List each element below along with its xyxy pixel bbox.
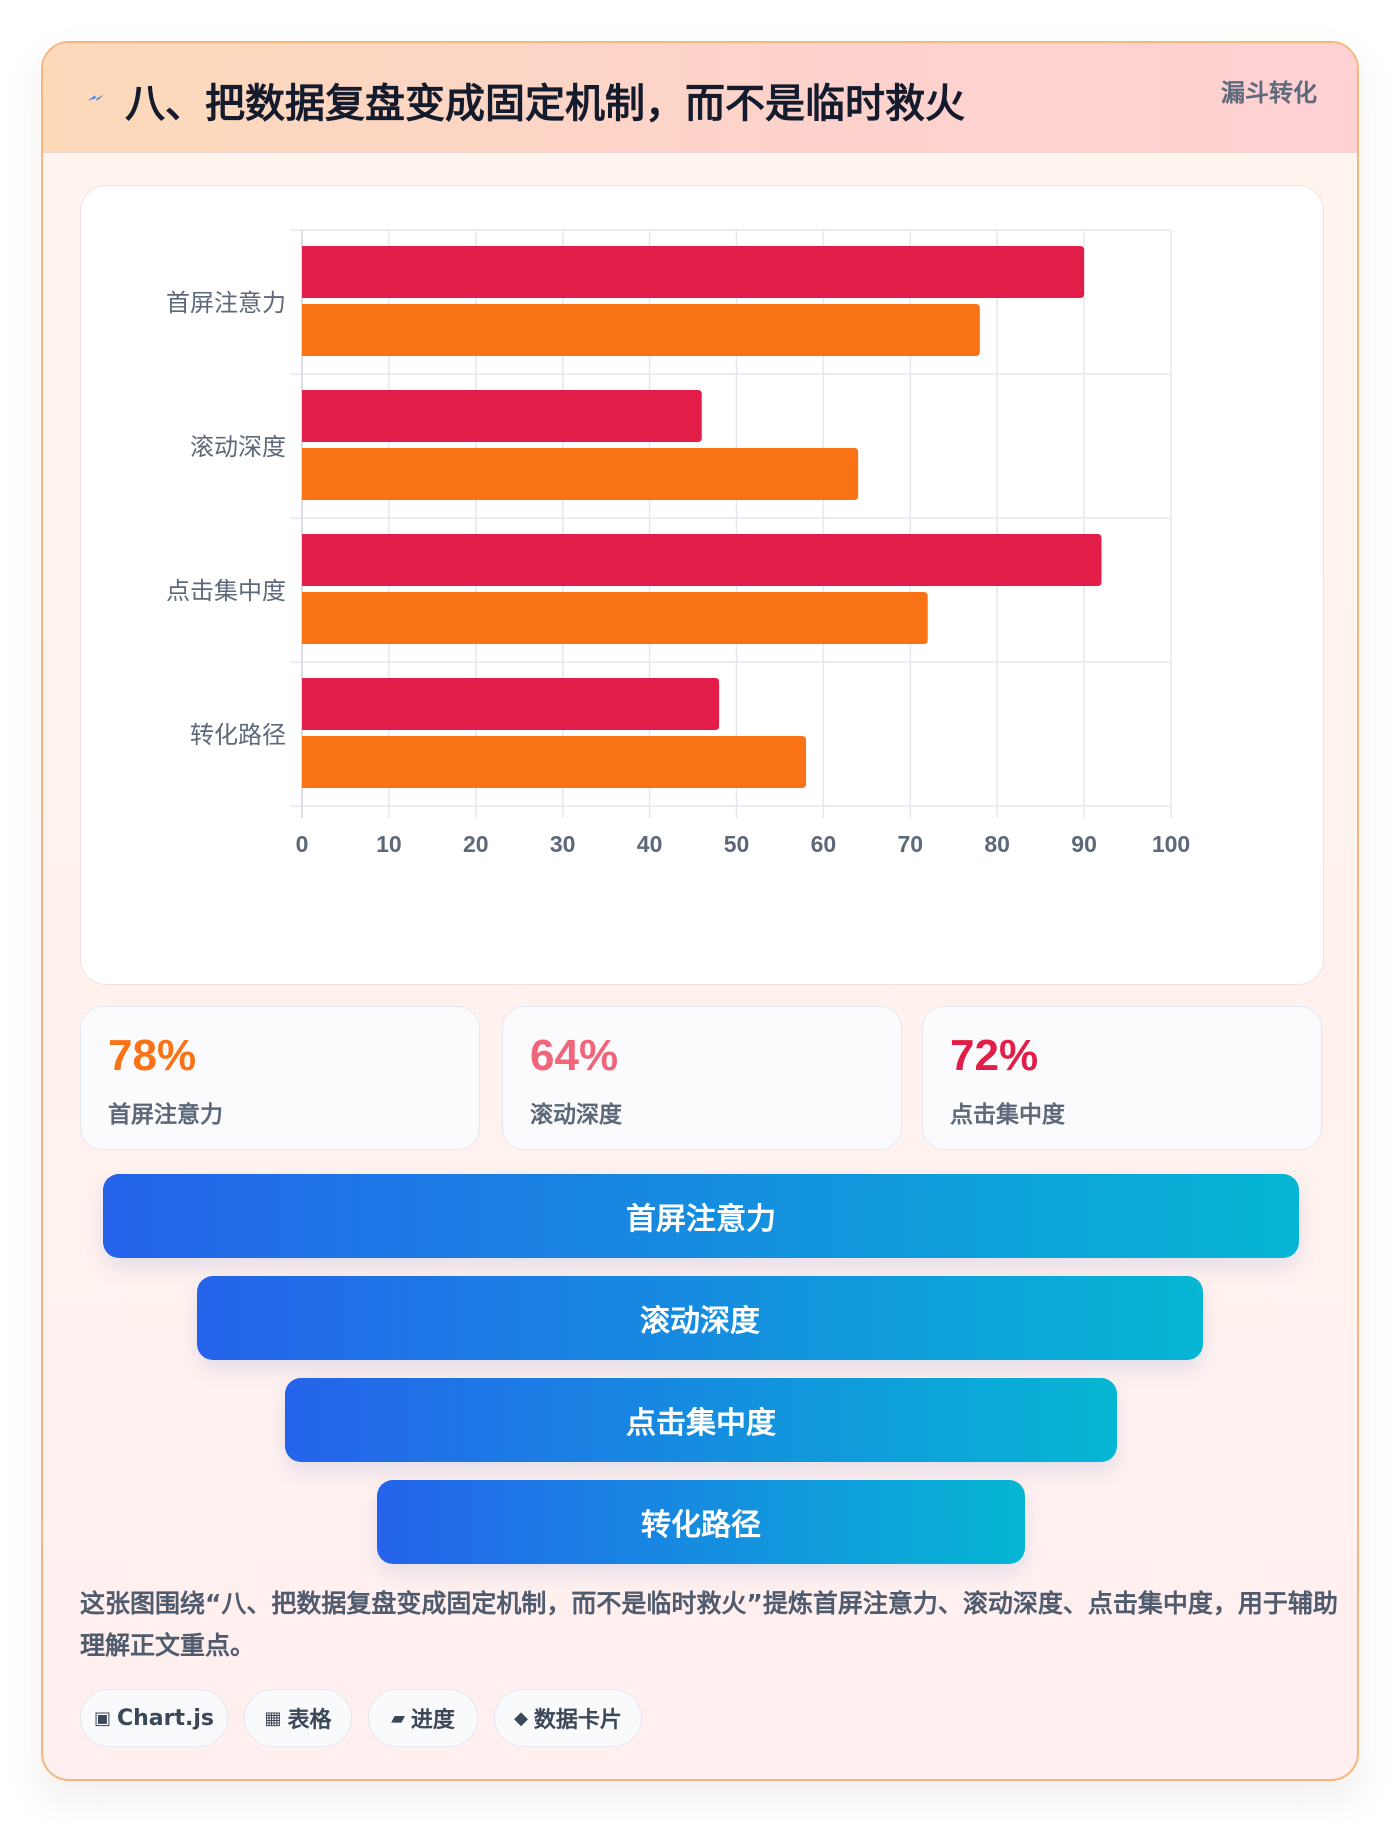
y-tick-label: 点击集中度 bbox=[166, 577, 286, 605]
chip-label: 进度 bbox=[410, 1708, 455, 1733]
chip-label: 表格 bbox=[287, 1708, 332, 1733]
stat-card: 78% 首屏注意力 bbox=[80, 1006, 480, 1150]
y-tick-label: 滚动深度 bbox=[190, 433, 286, 461]
progress-icon: ▰ bbox=[391, 1707, 405, 1729]
page-title: 八、把数据复盘变成固定机制，而不是临时救火 bbox=[125, 81, 965, 127]
x-tick-label: 20 bbox=[463, 831, 489, 857]
lightning-icon bbox=[87, 94, 105, 101]
stat-cards: 78% 首屏注意力 64% 滚动深度 72% 点击集中度 bbox=[80, 1006, 1324, 1150]
diamond-icon: ◆ bbox=[514, 1707, 528, 1729]
card-header: 八、把数据复盘变成固定机制，而不是临时救火 漏斗转化 bbox=[43, 43, 1357, 153]
stat-value: 64% bbox=[530, 1031, 619, 1080]
chip-label: Chart.js bbox=[117, 1705, 215, 1731]
bar bbox=[302, 448, 859, 500]
funnel-step: 滚动深度 bbox=[197, 1276, 1203, 1360]
stat-label: 滚动深度 bbox=[530, 1102, 622, 1128]
y-tick-label: 转化路径 bbox=[190, 721, 286, 749]
header-tag: 漏斗转化 bbox=[1221, 79, 1317, 107]
stat-value: 72% bbox=[950, 1031, 1039, 1080]
x-tick-label: 100 bbox=[1152, 831, 1190, 857]
bar bbox=[302, 534, 1102, 586]
bar bbox=[302, 736, 807, 788]
x-tick-label: 50 bbox=[724, 831, 750, 857]
bar bbox=[302, 246, 1085, 298]
stat-label: 首屏注意力 bbox=[108, 1102, 223, 1128]
chip-chartjs[interactable]: ▣ Chart.js bbox=[80, 1689, 228, 1747]
chart-icon: ▣ bbox=[93, 1707, 111, 1729]
description-text: 这张图围绕“八、把数据复盘变成固定机制，而不是临时救火”提炼首屏注意力、滚动深度… bbox=[80, 1589, 1338, 1660]
x-tick-label: 60 bbox=[811, 831, 837, 857]
table-icon: ▦ bbox=[264, 1707, 282, 1729]
chip-label: 数据卡片 bbox=[533, 1708, 622, 1733]
x-tick-label: 0 bbox=[296, 831, 309, 857]
x-tick-label: 10 bbox=[376, 831, 402, 857]
stat-value: 78% bbox=[108, 1031, 197, 1080]
chart-panel: 首屏注意力滚动深度点击集中度转化路径 0 10 20 30 40 50 60 70 80 90 100 bbox=[80, 185, 1324, 985]
chip-data-card[interactable]: ◆ 数据卡片 bbox=[494, 1689, 642, 1747]
x-tick-label: 30 bbox=[550, 831, 576, 857]
bar bbox=[302, 390, 702, 442]
stat-label: 点击集中度 bbox=[950, 1102, 1065, 1128]
bar bbox=[302, 304, 980, 356]
infographic-card: 八、把数据复盘变成固定机制，而不是临时救火 漏斗转化 首屏注意力 滚动深度 点击集中… bbox=[41, 41, 1359, 1781]
funnel-step: 点击集中度 bbox=[285, 1378, 1117, 1462]
funnel-step: 首屏注意力 bbox=[103, 1174, 1299, 1258]
stat-card: 64% 滚动深度 bbox=[502, 1006, 902, 1150]
funnel-step: 转化路径 bbox=[377, 1480, 1025, 1564]
x-tick-label: 40 bbox=[637, 831, 663, 857]
bar bbox=[302, 592, 928, 644]
y-tick-label: 首屏注意力 bbox=[166, 289, 286, 317]
stat-card: 72% 点击集中度 bbox=[922, 1006, 1322, 1150]
chip-progress[interactable]: ▰ 进度 bbox=[368, 1689, 478, 1747]
x-tick-label: 80 bbox=[984, 831, 1010, 857]
chip-table[interactable]: ▦ 表格 bbox=[244, 1689, 352, 1747]
x-tick-label: 70 bbox=[898, 831, 924, 857]
x-tick-label: 90 bbox=[1071, 831, 1097, 857]
bar bbox=[302, 678, 720, 730]
